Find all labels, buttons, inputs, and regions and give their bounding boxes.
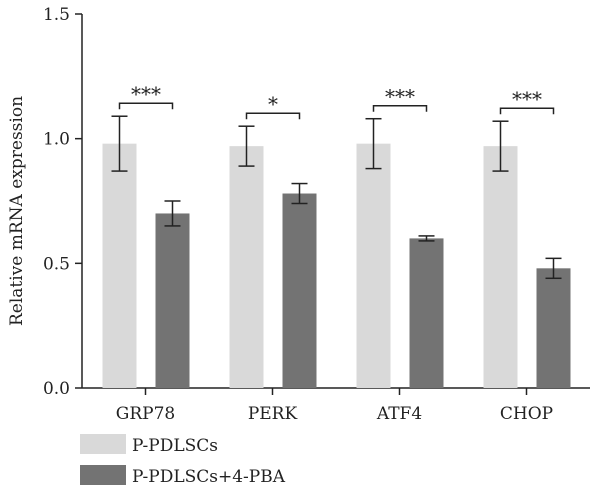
bar-treatment	[155, 213, 190, 388]
bar-treatment	[536, 268, 571, 388]
bar-control	[102, 143, 137, 388]
y-tick-label: 0.0	[43, 379, 70, 399]
legend-swatch	[80, 434, 126, 454]
y-axis-label: Relative mRNA expression	[7, 96, 27, 326]
y-tick-label: 1.0	[43, 130, 70, 150]
significance-bracket	[499, 107, 555, 115]
significance-stars: ***	[512, 87, 542, 111]
y-tick-label: 0.5	[43, 254, 70, 274]
bar-treatment	[282, 193, 317, 388]
significance-bracket	[118, 102, 174, 110]
bar-treatment	[409, 238, 444, 388]
x-tick-label: CHOP	[500, 404, 553, 424]
significance-stars: *	[268, 92, 278, 116]
y-tick-label: 1.5	[43, 5, 70, 25]
significance-stars: ***	[385, 85, 415, 109]
x-tick-label: PERK	[248, 404, 298, 424]
significance-stars: ***	[131, 82, 161, 106]
chart-marks: 0.0 0.5 1.0 1.5 Relative mRNA expression GRP7…	[7, 5, 590, 487]
legend-label: P-PDLSCs	[132, 436, 218, 456]
bar-control	[483, 146, 518, 388]
x-tick-label: ATF4	[376, 404, 422, 424]
legend-label: P-PDLSCs+4-PBA	[132, 467, 286, 487]
significance-bracket	[372, 104, 428, 112]
legend-swatch	[80, 465, 126, 485]
significance-bracket	[245, 112, 301, 120]
bar-control	[229, 146, 264, 388]
bar-control	[356, 143, 391, 388]
x-tick-label: GRP78	[116, 404, 175, 424]
